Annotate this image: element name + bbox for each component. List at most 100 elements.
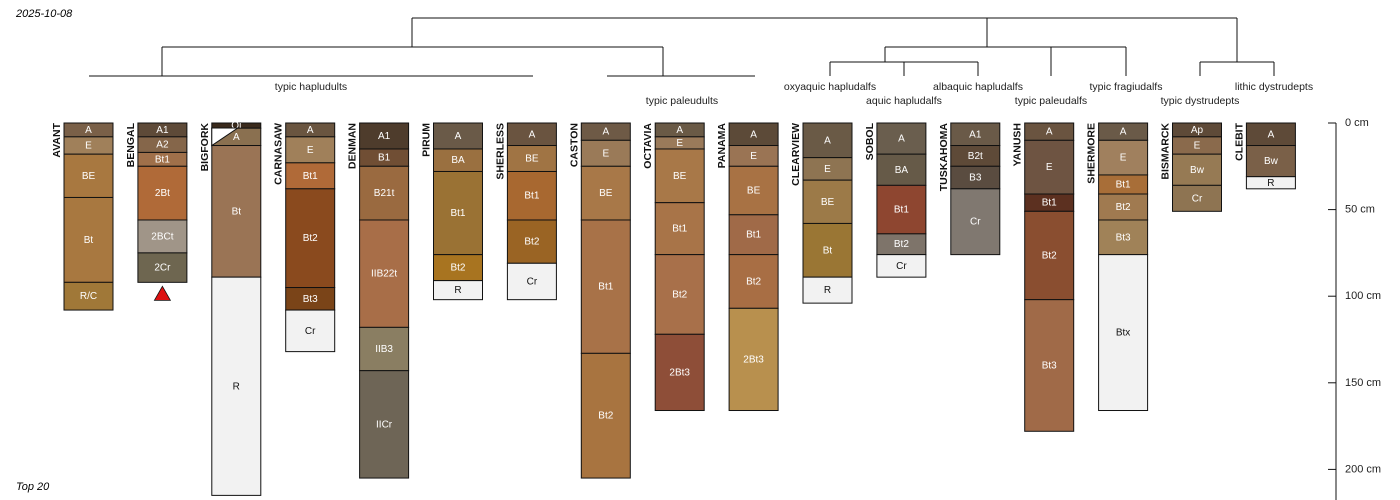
horizon-label: R: [233, 381, 240, 392]
horizon-label: Bt1: [450, 208, 465, 219]
horizon-label: A1: [156, 125, 169, 136]
horizon-label: E: [1194, 141, 1201, 152]
horizon-label: A1: [969, 129, 982, 140]
horizon-box: [359, 326, 410, 372]
horizon-box: [285, 162, 336, 190]
horizon-box: [1024, 299, 1075, 432]
dendrogram: [89, 17, 1275, 77]
horizon-box: [876, 153, 927, 186]
horizon-label: Bt1: [746, 230, 761, 241]
horizon-label: 2Cr: [154, 263, 171, 274]
horizon-box: [654, 202, 705, 256]
group-label: typic fragiudalfs: [1090, 81, 1163, 93]
soil-profile: CLEBIT A Bw R: [1233, 122, 1296, 190]
horizon-label: A: [750, 129, 757, 140]
horizon-label: BE: [821, 197, 835, 208]
horizon-box: [506, 145, 557, 172]
group-label: albaquic hapludalfs: [933, 81, 1023, 93]
horizon-box: [433, 170, 483, 256]
horizon-label: Bt3: [1116, 232, 1131, 243]
horizon-label: Bt: [823, 245, 833, 256]
horizon-label: IICr: [376, 419, 393, 430]
group-label: oxyaquic hapludalfs: [784, 81, 876, 93]
soil-profile: PIRUM A BA Bt1 Bt2 R: [421, 122, 483, 301]
horizon-label: B3: [969, 173, 982, 184]
horizon-label: Bt1: [303, 171, 318, 182]
horizon-box: [433, 122, 483, 150]
horizon-label: 2Bt3: [743, 354, 764, 365]
group-label: lithic dystrudepts: [1235, 81, 1313, 93]
horizon-label: Bt2: [450, 263, 465, 274]
soil-profile: SHERMORE A E Bt1 Bt2 Bt3 Btx: [1086, 122, 1149, 412]
horizon-label: Bt: [84, 235, 94, 246]
horizon-box: [211, 276, 262, 496]
soil-profile: BIGFORK OiA Bt R: [199, 121, 262, 496]
horizon-box: [359, 219, 410, 328]
horizon-label: Bt1: [1116, 179, 1131, 190]
horizon-label: E: [676, 138, 683, 149]
profile-name: CARNASAW: [273, 123, 285, 185]
horizon-label: E: [824, 164, 831, 175]
horizon-box: [63, 281, 114, 311]
horizon-label: 2Bt: [155, 188, 170, 199]
horizon-box: [802, 179, 853, 224]
horizon-box: [1024, 139, 1075, 195]
profile-name: CASTON: [568, 123, 580, 167]
horizon-label: R/C: [80, 291, 97, 302]
horizon-label: A: [676, 125, 683, 136]
profile-name: TUSKAHOMA: [938, 123, 950, 192]
soil-profile: BISMARCK Ap E Bw Cr: [1160, 122, 1222, 212]
horizon-label: Btx: [1116, 328, 1130, 339]
horizon-box: [728, 165, 779, 216]
horizon-box: [211, 145, 262, 278]
horizon-box: [1172, 184, 1222, 212]
horizon-label: Bt2: [303, 233, 318, 244]
horizon-label: A: [85, 125, 92, 136]
horizon-label: Cr: [896, 261, 907, 272]
horizon-label: Cr: [527, 276, 538, 287]
horizon-label: E: [1120, 153, 1127, 164]
horizon-label: A2: [156, 140, 169, 151]
depth-tick-label: 150 cm: [1345, 377, 1381, 389]
group-label: aquic hapludalfs: [866, 95, 942, 107]
horizon-label: 2BCt: [151, 231, 173, 242]
horizon-label: R: [1267, 178, 1274, 189]
horizon-box: [1245, 176, 1296, 190]
profile-name: SHERMORE: [1086, 123, 1098, 184]
horizon-label: Bt: [232, 206, 242, 217]
horizon-label: A: [602, 127, 609, 138]
horizon-label: Bt2: [1116, 202, 1131, 213]
soil-profile: OCTAVIA AE BE Bt1 Bt2 2Bt3: [642, 122, 705, 412]
soil-profile: YANUSH A E Bt1 Bt2 Bt3: [1012, 122, 1075, 432]
horizon-box: [580, 165, 631, 221]
group-label: typic dystrudepts: [1161, 95, 1240, 107]
horizon-box: [285, 309, 336, 353]
horizon-label: Bw: [1264, 156, 1279, 167]
horizon-label: Bt2: [894, 239, 909, 250]
soil-profile: CLEARVIEW A E BE Bt R: [790, 122, 853, 304]
horizon-box: [802, 222, 853, 278]
soil-profile: CARNASAW AE Bt1 Bt2 Bt3 Cr: [273, 122, 336, 353]
horizon-box: [580, 352, 631, 479]
horizon-box: [359, 370, 410, 479]
group-label: typic paleudalfs: [1015, 95, 1087, 107]
horizon-label: E: [602, 148, 609, 159]
horizon-box: [728, 307, 779, 412]
horizon-label: Bt2: [1042, 250, 1057, 261]
soil-profile: SHERLESS A BE Bt1 Bt2 Cr: [494, 122, 557, 301]
horizon-box: [580, 219, 631, 354]
horizon-label: BA: [895, 165, 909, 176]
horizon-label: E: [750, 151, 757, 162]
horizon-label: A: [307, 125, 314, 136]
depth-tick-label: 200 cm: [1345, 463, 1381, 475]
soil-profile: SOBOL A BA Bt1 Bt2 Cr: [864, 122, 927, 278]
horizon-label: A: [1046, 127, 1053, 138]
horizon-label: R: [454, 285, 461, 296]
horizon-box: [1098, 254, 1149, 412]
horizon-box: [876, 254, 927, 278]
profile-name: SOBOL: [864, 122, 876, 160]
horizon-label: Bt1: [598, 282, 613, 293]
date-stamp: 2025-10-08: [16, 8, 73, 20]
group-label: typic hapludults: [275, 81, 347, 93]
